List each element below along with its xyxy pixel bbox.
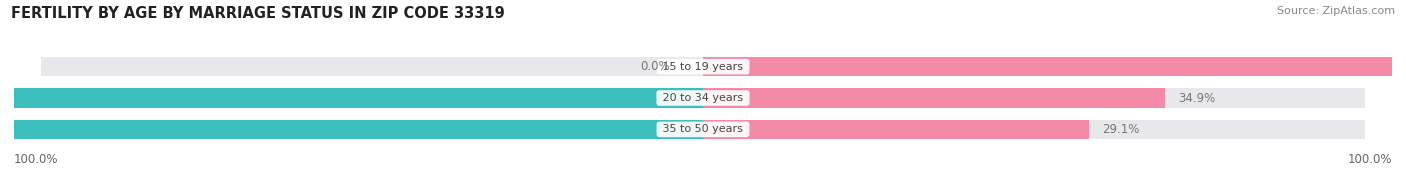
Text: FERTILITY BY AGE BY MARRIAGE STATUS IN ZIP CODE 33319: FERTILITY BY AGE BY MARRIAGE STATUS IN Z… [11,6,505,21]
Bar [703,120,1088,139]
Text: 0.0%: 0.0% [640,60,669,73]
Bar [41,88,1365,108]
Bar [41,120,1365,139]
Text: 20 to 34 years: 20 to 34 years [659,93,747,103]
Text: 15 to 19 years: 15 to 19 years [659,62,747,72]
Text: 100.0%: 100.0% [1347,153,1392,166]
Bar [0,120,703,139]
Text: Source: ZipAtlas.com: Source: ZipAtlas.com [1277,6,1395,16]
Text: 34.9%: 34.9% [1178,92,1216,104]
Text: 35 to 50 years: 35 to 50 years [659,124,747,134]
Bar [703,88,1166,108]
Text: 29.1%: 29.1% [1102,123,1139,136]
Bar [0,88,703,108]
Bar [41,57,1365,76]
Text: 100.0%: 100.0% [14,153,59,166]
Bar [703,57,1406,76]
